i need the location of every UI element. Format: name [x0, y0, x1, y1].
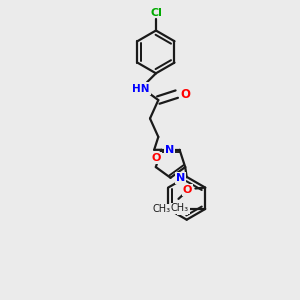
Text: O: O	[152, 153, 161, 163]
Text: N: N	[165, 145, 174, 155]
Text: CH₃: CH₃	[171, 203, 189, 213]
Text: HN: HN	[132, 84, 149, 94]
Text: O: O	[178, 204, 188, 214]
Text: N: N	[176, 173, 185, 183]
Text: O: O	[182, 185, 192, 195]
Text: O: O	[180, 88, 190, 100]
Text: Cl: Cl	[150, 8, 162, 18]
Text: CH₃: CH₃	[153, 204, 171, 214]
